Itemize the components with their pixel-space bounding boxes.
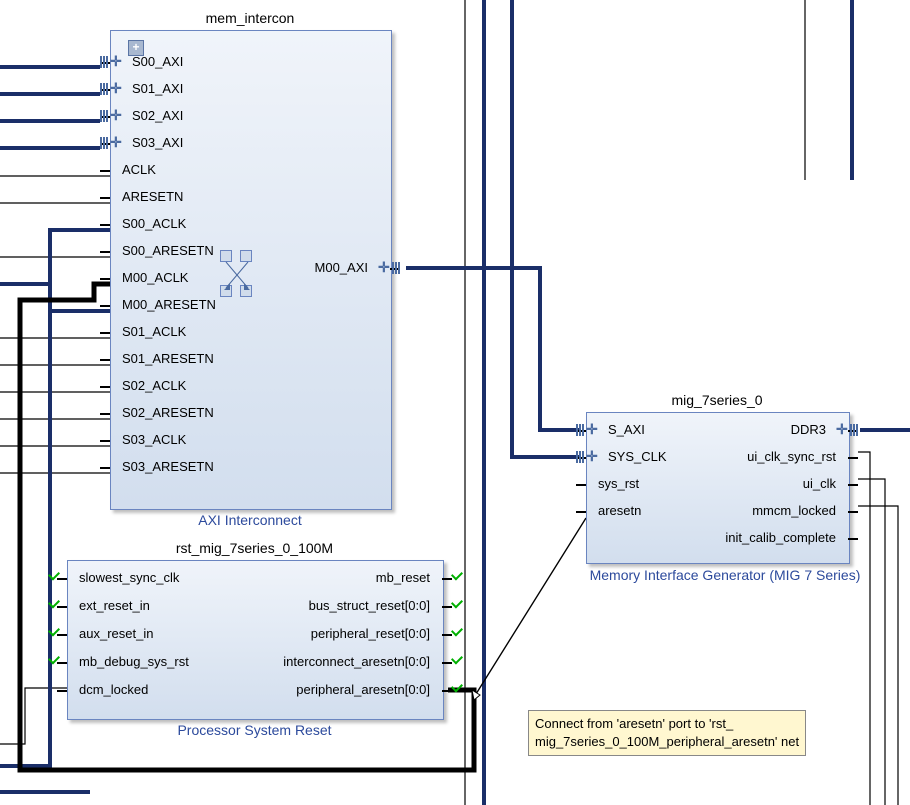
port-tick bbox=[442, 578, 452, 580]
port-dcm-locked[interactable]: dcm_locked bbox=[79, 682, 148, 697]
port-S00-ARESETN[interactable]: S00_ARESETN bbox=[122, 243, 214, 258]
port-aux-reset-in[interactable]: aux_reset_in bbox=[79, 626, 153, 641]
mem-intercon-subtitle: AXI Interconnect bbox=[110, 512, 390, 528]
port-S01-AXI[interactable]: S01_AXI bbox=[132, 81, 183, 96]
port-tick bbox=[442, 634, 452, 636]
port-sys-rst[interactable]: sys_rst bbox=[598, 476, 639, 491]
port-tick bbox=[100, 224, 110, 226]
port-bus-struct-reset-0-0-[interactable]: bus_struct_reset[0:0] bbox=[309, 598, 430, 613]
port-init-calib-complete[interactable]: init_calib_complete bbox=[725, 530, 836, 545]
bus-expand-icon[interactable]: ✛ bbox=[110, 107, 122, 124]
port-tick bbox=[848, 538, 858, 540]
port-aresetn[interactable]: aresetn bbox=[598, 503, 641, 518]
connect-tooltip: Connect from 'aresetn' port to 'rst_ mig… bbox=[528, 710, 806, 756]
port-tick bbox=[100, 305, 110, 307]
port-tick bbox=[100, 467, 110, 469]
port-S03-ARESETN[interactable]: S03_ARESETN bbox=[122, 459, 214, 474]
port-tick bbox=[100, 251, 110, 253]
port-S02-ACLK[interactable]: S02_ACLK bbox=[122, 378, 186, 393]
port-S02-ARESETN[interactable]: S02_ARESETN bbox=[122, 405, 214, 420]
port-S00-ACLK[interactable]: S00_ACLK bbox=[122, 216, 186, 231]
port-S03-ACLK[interactable]: S03_ACLK bbox=[122, 432, 186, 447]
check-icon bbox=[49, 662, 59, 663]
port-SYS-CLK[interactable]: SYS_CLK bbox=[608, 449, 667, 464]
port-tick bbox=[848, 511, 858, 513]
bus-expand-icon[interactable]: ✛ bbox=[378, 259, 390, 276]
port-tick bbox=[100, 278, 110, 280]
check-icon bbox=[49, 634, 59, 635]
bus-expand-icon[interactable]: ✛ bbox=[110, 53, 122, 70]
bus-expand-icon[interactable]: ✛ bbox=[586, 448, 598, 465]
port-slowest-sync-clk[interactable]: slowest_sync_clk bbox=[79, 570, 179, 585]
port-DDR3[interactable]: DDR3 bbox=[791, 422, 826, 437]
port-tick bbox=[848, 484, 858, 486]
port-tick bbox=[100, 386, 110, 388]
mig-subtitle: Memory Interface Generator (MIG 7 Series… bbox=[545, 567, 905, 583]
port-ARESETN[interactable]: ARESETN bbox=[122, 189, 183, 204]
rst-subtitle: Processor System Reset bbox=[67, 722, 442, 738]
mem-intercon-title: mem_intercon bbox=[110, 10, 390, 26]
port-M00-ACLK[interactable]: M00_ACLK bbox=[122, 270, 188, 285]
port-mb-reset[interactable]: mb_reset bbox=[376, 570, 430, 585]
port-S01-ACLK[interactable]: S01_ACLK bbox=[122, 324, 186, 339]
port-tick bbox=[100, 440, 110, 442]
port-ext-reset-in[interactable]: ext_reset_in bbox=[79, 598, 150, 613]
check-icon bbox=[452, 578, 462, 579]
tooltip-line1: Connect from 'aresetn' port to 'rst_ bbox=[535, 716, 733, 731]
port-peripheral-reset-0-0-[interactable]: peripheral_reset[0:0] bbox=[311, 626, 430, 641]
rst-title: rst_mig_7series_0_100M bbox=[67, 540, 442, 556]
check-icon bbox=[49, 606, 59, 607]
port-tick bbox=[100, 359, 110, 361]
check-icon bbox=[452, 662, 462, 663]
port-tick bbox=[57, 690, 67, 692]
port-S03-AXI[interactable]: S03_AXI bbox=[132, 135, 183, 150]
port-interconnect-aresetn-0-0-[interactable]: interconnect_aresetn[0:0] bbox=[283, 654, 430, 669]
port-tick bbox=[576, 511, 586, 513]
bus-expand-icon[interactable]: ✛ bbox=[836, 421, 848, 438]
port-mmcm-locked[interactable]: mmcm_locked bbox=[752, 503, 836, 518]
port-S00-AXI[interactable]: S00_AXI bbox=[132, 54, 183, 69]
check-icon bbox=[452, 606, 462, 607]
port-tick bbox=[442, 606, 452, 608]
port-tick bbox=[442, 690, 452, 692]
port-S-AXI[interactable]: S_AXI bbox=[608, 422, 645, 437]
check-icon bbox=[452, 690, 462, 691]
port-tick bbox=[100, 197, 110, 199]
check-icon bbox=[452, 634, 462, 635]
port-tick bbox=[100, 413, 110, 415]
tooltip-line2: mig_7series_0_100M_peripheral_aresetn' n… bbox=[535, 734, 799, 749]
port-peripheral-aresetn-0-0-[interactable]: peripheral_aresetn[0:0] bbox=[296, 682, 430, 697]
port-mb-debug-sys-rst[interactable]: mb_debug_sys_rst bbox=[79, 654, 189, 669]
mig-title: mig_7series_0 bbox=[586, 392, 848, 408]
bus-expand-icon[interactable]: ✛ bbox=[586, 421, 598, 438]
port-ACLK[interactable]: ACLK bbox=[122, 162, 156, 177]
port-ui-clk-sync-rst[interactable]: ui_clk_sync_rst bbox=[747, 449, 836, 464]
port-S02-AXI[interactable]: S02_AXI bbox=[132, 108, 183, 123]
port-S01-ARESETN[interactable]: S01_ARESETN bbox=[122, 351, 214, 366]
port-M00-AXI[interactable]: M00_AXI bbox=[315, 260, 368, 275]
port-tick bbox=[848, 457, 858, 459]
port-ui-clk[interactable]: ui_clk bbox=[803, 476, 836, 491]
port-M00-ARESETN[interactable]: M00_ARESETN bbox=[122, 297, 216, 312]
bus-expand-icon[interactable]: ✛ bbox=[110, 80, 122, 97]
decorative-icon bbox=[220, 250, 255, 298]
port-tick bbox=[442, 662, 452, 664]
port-tick bbox=[576, 484, 586, 486]
port-tick bbox=[100, 332, 110, 334]
port-tick bbox=[100, 170, 110, 172]
bus-expand-icon[interactable]: ✛ bbox=[110, 134, 122, 151]
check-icon bbox=[49, 578, 59, 579]
